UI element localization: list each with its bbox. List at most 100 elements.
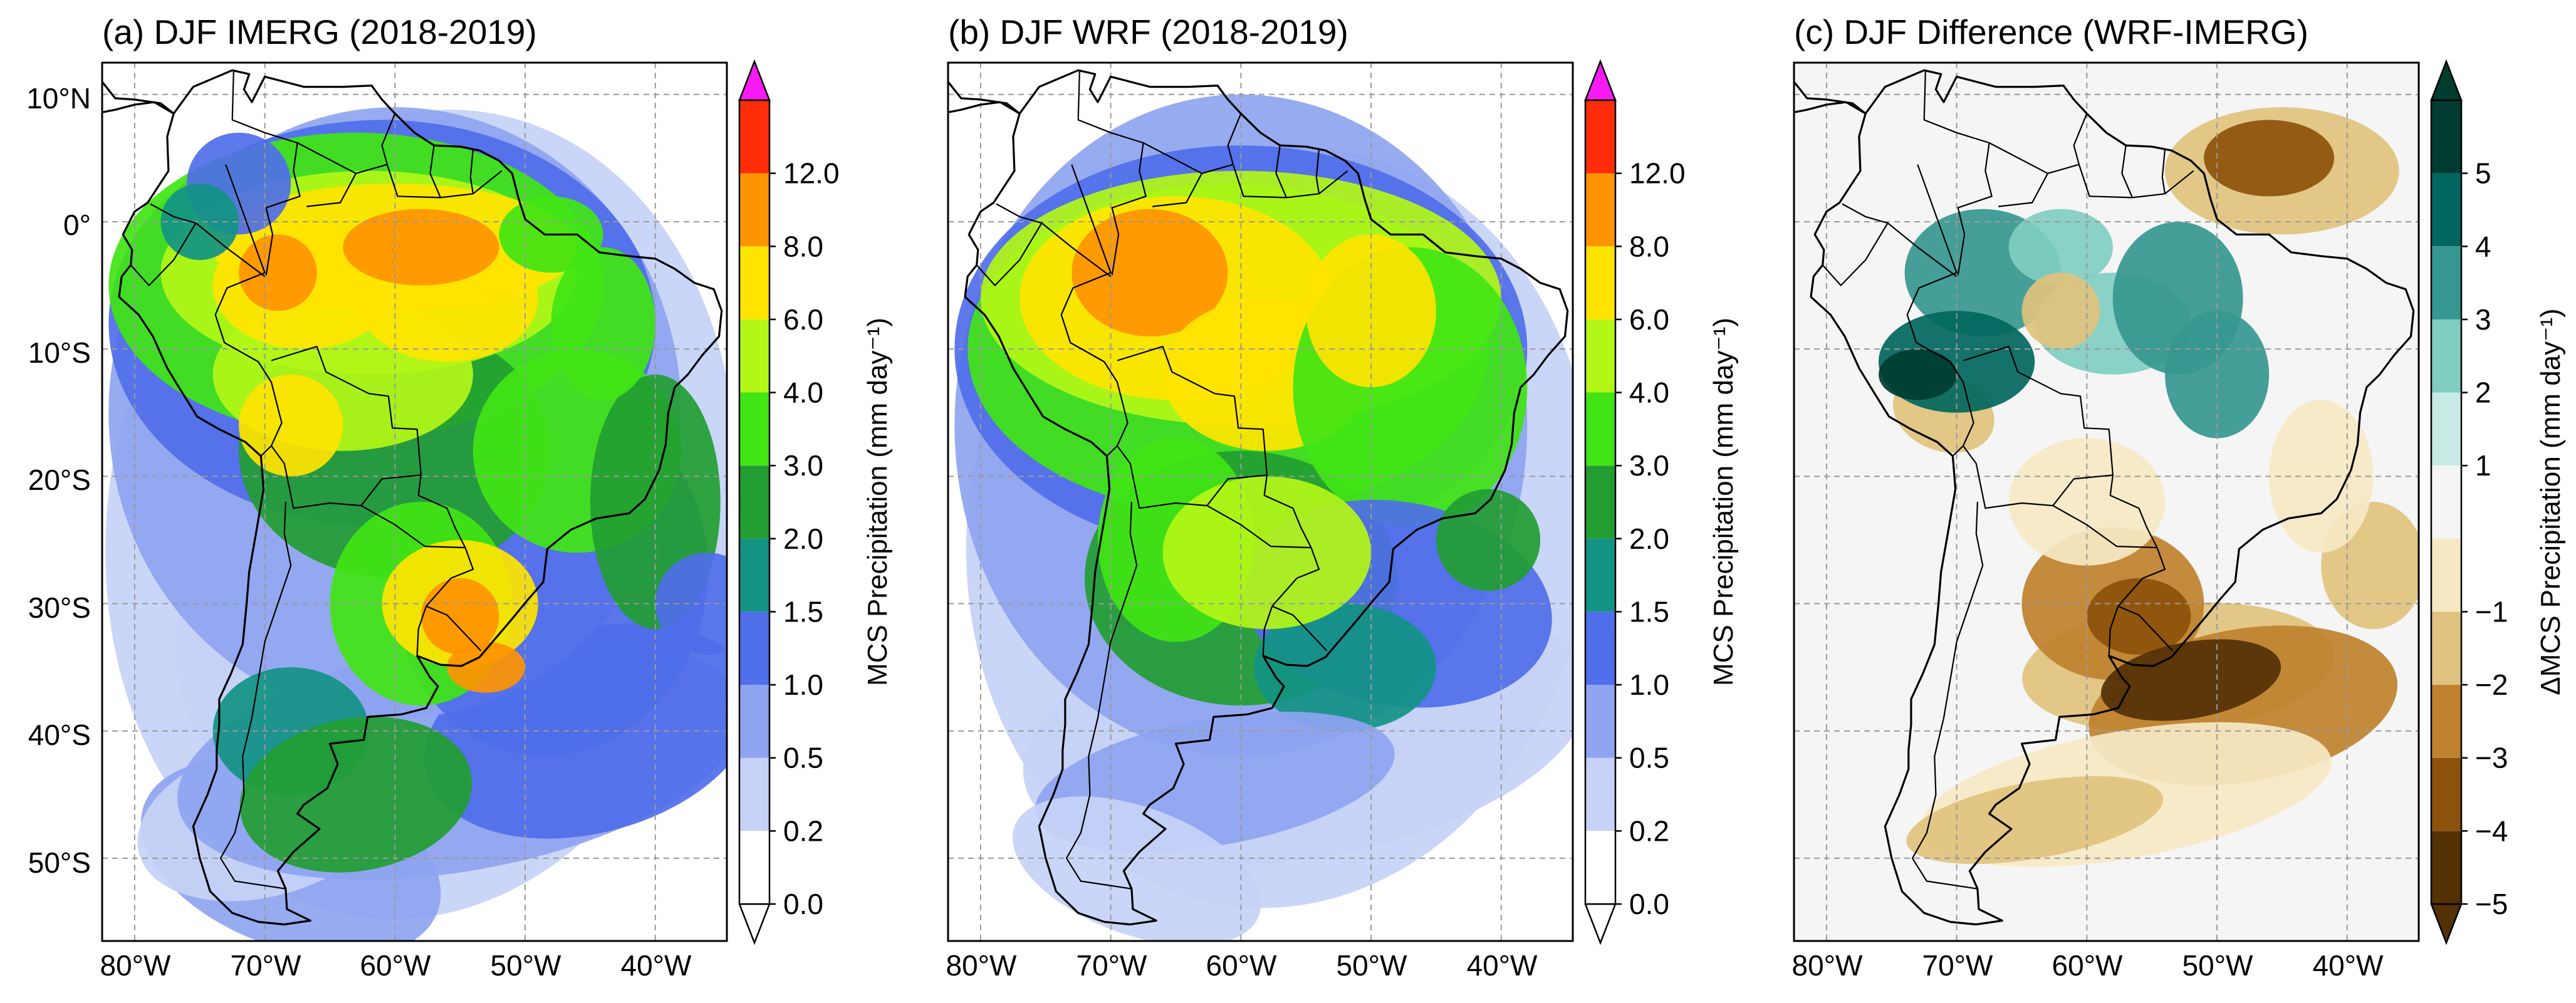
country-border	[429, 145, 442, 198]
country-border	[1117, 445, 1268, 509]
country-border	[231, 71, 301, 276]
precip-region	[551, 247, 655, 400]
latitude-labels: 10°N 0° 10°S 20°S 30°S 40°S 50°S	[26, 82, 91, 879]
colorbar-segment	[1585, 246, 1615, 320]
coastline	[102, 69, 723, 926]
colorbar-segment	[2431, 685, 2461, 758]
colorbar-segment	[1585, 100, 1615, 174]
lat-label: 50°S	[28, 846, 91, 879]
colorbar-label: MCS Precipitation (mm day⁻¹)	[1708, 318, 1739, 686]
precip-region	[1906, 776, 2164, 865]
colorbar-tick-label: 4.0	[1629, 377, 1669, 409]
country-border	[2161, 149, 2166, 194]
country-border	[130, 222, 197, 286]
central-america-coastline	[1794, 80, 1867, 115]
colorbar-segment	[739, 319, 769, 393]
country-border	[360, 505, 466, 549]
lat-label: 30°S	[28, 591, 91, 624]
country-border	[976, 222, 1043, 286]
country-border	[306, 173, 357, 207]
colorbar-segment	[739, 392, 769, 466]
longitude-labels: 80°W 70°W 60°W 50°W 40°W	[946, 949, 1538, 982]
lon-label: 80°W	[100, 949, 172, 982]
colorbar-tick-label: −4	[2475, 814, 2508, 847]
country-border	[1077, 71, 1147, 276]
colorbar-max-extension	[2430, 59, 2463, 101]
lon-label: 70°W	[231, 949, 302, 982]
country-border	[271, 345, 422, 476]
country-border	[1822, 222, 1889, 286]
central-america-coastline	[102, 80, 175, 115]
lon-label: 50°W	[2182, 949, 2254, 982]
precip-region	[1436, 489, 1541, 591]
colorbar-tick-label: 12.0	[1629, 157, 1686, 190]
country-border	[469, 149, 474, 194]
colorbar-tick-label: 8.0	[1629, 230, 1669, 262]
colorbar-segment	[1585, 611, 1615, 685]
colorbar-tick-label: 6.0	[783, 303, 823, 336]
country-border	[1911, 501, 1984, 890]
lon-label: 80°W	[946, 949, 1018, 982]
colorbar-tick-label: 12.0	[783, 157, 840, 190]
lat-label: 10°S	[28, 336, 91, 369]
lon-label: 40°W	[1467, 949, 1538, 982]
precip-region	[1879, 349, 1957, 400]
lat-label: 40°S	[28, 719, 91, 751]
colorbar-segment	[739, 246, 769, 320]
lon-label: 70°W	[1077, 949, 1148, 982]
panel-b: (b) DJF WRF (2018-2019) 80°W 70°W 60°W 5…	[946, 13, 1739, 982]
country-border	[2108, 606, 2119, 656]
country-border	[425, 547, 474, 607]
colorbar-tick-label: 4.0	[783, 377, 823, 409]
precip-region	[1254, 603, 1436, 731]
country-border	[1963, 345, 2114, 476]
colorbar-segment	[739, 100, 769, 174]
country-border	[2117, 605, 2174, 652]
colorbar-tick-label: −3	[2475, 742, 2508, 774]
colorbar-segment	[739, 757, 769, 831]
panel-c: (c) DJF Difference (WRF-IMERG) 80°W 70°W…	[1792, 13, 2566, 982]
country-border	[2121, 145, 2134, 198]
country-border	[2109, 475, 2158, 548]
colorbar-segment	[1585, 685, 1615, 758]
map-frame	[947, 61, 1574, 942]
colorbar-segment	[739, 173, 769, 247]
colorbar-max-extension	[1584, 59, 1617, 101]
precip-region	[2008, 438, 2165, 566]
south-america-coastline	[1810, 69, 2415, 926]
country-border	[1152, 173, 1202, 207]
country-border	[1315, 149, 1320, 194]
colorbar-segment	[1585, 465, 1615, 539]
precip-region	[655, 553, 727, 655]
colorbar: 0.0 0.2 0.5 1.0 1.5 2.0 3.0 4.0 6.0 8.0 12.0	[738, 59, 840, 945]
colorbar-segment	[2431, 538, 2461, 612]
colorbar-tick-label: 1.5	[1629, 596, 1669, 628]
country-border	[271, 445, 422, 509]
country-border	[1998, 173, 2048, 207]
colorbar-tick-label: −1	[2475, 596, 2508, 628]
country-border	[214, 164, 283, 457]
panel-title: (a) DJF IMERG (2018-2019)	[102, 13, 537, 51]
country-border	[1065, 501, 1138, 890]
colorbar-tick-label: 4	[2475, 230, 2491, 262]
precip-region	[1162, 476, 1372, 630]
south-america-coastline	[964, 69, 1569, 926]
country-border	[2117, 547, 2166, 607]
colorbar-tick-label: 1.0	[1629, 668, 1669, 701]
lon-label: 50°W	[1337, 949, 1408, 982]
colorbar-min-extension	[2430, 903, 2463, 945]
colorbar-label: ΔMCS Precipitation (mm day⁻¹)	[2535, 308, 2566, 695]
country-border	[1060, 164, 1129, 457]
colorbar-tick-label: 3.0	[1629, 449, 1669, 482]
country-border	[1906, 164, 1974, 457]
lon-label: 60°W	[2052, 949, 2124, 982]
precip-region	[239, 374, 343, 477]
lat-label: 0°	[63, 209, 91, 241]
colorbar-tick-label: 0.5	[783, 742, 823, 774]
precip-region	[239, 234, 317, 311]
lon-label: 50°W	[491, 949, 562, 982]
lon-label: 40°W	[2313, 949, 2384, 982]
colorbar-segment	[739, 831, 769, 904]
lon-label: 40°W	[621, 949, 692, 982]
